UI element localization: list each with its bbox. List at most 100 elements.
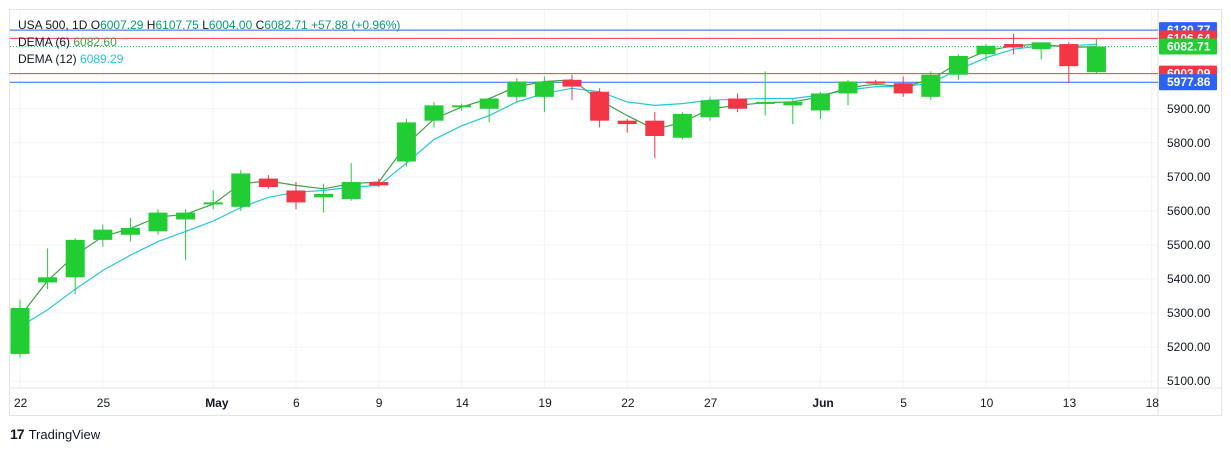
candle-body bbox=[1004, 44, 1024, 48]
dema6-legend[interactable]: DEMA (6) 6082.60 bbox=[18, 35, 117, 49]
candle bbox=[783, 98, 803, 125]
candle bbox=[120, 217, 140, 242]
candle-body bbox=[176, 212, 196, 220]
candle bbox=[866, 79, 886, 85]
candle-body bbox=[148, 212, 168, 232]
candle bbox=[921, 71, 941, 101]
candle-body bbox=[1031, 42, 1051, 50]
candle-body bbox=[893, 83, 913, 94]
candle-body bbox=[258, 178, 278, 188]
candle bbox=[590, 88, 610, 128]
x-tick-label: 9 bbox=[376, 396, 383, 410]
y-tick-label: 5800.00 bbox=[1167, 136, 1211, 150]
candle bbox=[424, 101, 444, 128]
brand-name[interactable]: TradingView bbox=[28, 426, 101, 442]
candle bbox=[396, 118, 416, 167]
dema12-value: 6089.29 bbox=[80, 52, 124, 66]
candle bbox=[1004, 33, 1024, 55]
candle-body bbox=[700, 100, 720, 118]
y-tick-label: 5200.00 bbox=[1167, 340, 1211, 354]
candle-body bbox=[534, 81, 554, 97]
open-value: 6007.29 bbox=[100, 18, 144, 32]
candle-body bbox=[424, 105, 444, 121]
y-tick-label: 5900.00 bbox=[1167, 102, 1211, 116]
candle bbox=[1059, 42, 1079, 84]
candle bbox=[286, 181, 306, 210]
candle bbox=[672, 112, 692, 140]
tradingview-logo-icon[interactable]: 17 bbox=[10, 426, 25, 442]
candle-body bbox=[921, 74, 941, 97]
candle bbox=[893, 76, 913, 97]
high-value: 6107.75 bbox=[155, 18, 199, 32]
dema12-line bbox=[19, 43, 1097, 328]
candle bbox=[231, 170, 251, 211]
candle bbox=[203, 190, 223, 210]
x-tick-label: 22 bbox=[14, 396, 28, 410]
dema12-label: DEMA (12) bbox=[18, 52, 77, 66]
y-tick-label: 5600.00 bbox=[1167, 204, 1211, 218]
candle-body bbox=[672, 113, 692, 138]
dema6-value: 6082.60 bbox=[73, 35, 117, 49]
candle bbox=[10, 299, 30, 358]
candle bbox=[700, 96, 720, 121]
candle bbox=[341, 163, 361, 201]
candle-body bbox=[286, 190, 306, 203]
candle-body bbox=[755, 101, 775, 104]
x-tick-label: May bbox=[205, 396, 229, 410]
candle-body bbox=[396, 122, 416, 162]
dema6-line bbox=[19, 43, 1097, 317]
x-tick-label: 22 bbox=[621, 396, 635, 410]
symbol-label: USA 500, 1D bbox=[18, 18, 88, 32]
candle bbox=[38, 248, 58, 290]
candle bbox=[534, 76, 554, 113]
candle-body bbox=[645, 120, 665, 136]
x-tick-label: 27 bbox=[704, 396, 718, 410]
close-value: 6082.71 bbox=[264, 18, 308, 32]
candle-body bbox=[203, 202, 223, 205]
candle bbox=[617, 118, 637, 133]
candle-body bbox=[10, 307, 30, 354]
x-tick-label: 14 bbox=[456, 396, 470, 410]
candle-body bbox=[976, 45, 996, 55]
candle-body bbox=[562, 79, 582, 87]
candle bbox=[258, 175, 278, 189]
candle-body bbox=[783, 101, 803, 106]
candle bbox=[1031, 42, 1051, 60]
candle bbox=[810, 91, 830, 119]
candle-body bbox=[38, 277, 58, 283]
candle bbox=[314, 183, 334, 213]
y-tick-label: 5300.00 bbox=[1167, 306, 1211, 320]
candle bbox=[948, 54, 968, 80]
candle bbox=[452, 103, 472, 111]
candle bbox=[1086, 38, 1106, 74]
candle-body bbox=[93, 229, 113, 240]
candle-body bbox=[65, 239, 85, 278]
candle-body bbox=[1059, 44, 1079, 67]
candle-body bbox=[810, 93, 830, 111]
candle-body bbox=[590, 91, 610, 121]
candle bbox=[148, 209, 168, 235]
y-tick-label: 5100.00 bbox=[1167, 374, 1211, 388]
x-tick-label: 19 bbox=[538, 396, 552, 410]
dema12-legend[interactable]: DEMA (12) 6089.29 bbox=[18, 52, 123, 66]
candle-body bbox=[479, 98, 499, 109]
price-tag bbox=[1159, 38, 1217, 55]
price-tag-label: 6082.71 bbox=[1167, 40, 1211, 54]
candle bbox=[976, 44, 996, 62]
candle-body bbox=[120, 227, 140, 235]
candle bbox=[728, 93, 748, 113]
candle-body bbox=[948, 55, 968, 75]
candle bbox=[507, 78, 527, 102]
change-value: +57.88 (+0.96%) bbox=[311, 18, 401, 32]
candle-body bbox=[507, 81, 527, 97]
y-tick-label: 5500.00 bbox=[1167, 238, 1211, 252]
y-tick-label: 5700.00 bbox=[1167, 170, 1211, 184]
candle-body bbox=[314, 193, 334, 198]
candle-body bbox=[838, 81, 858, 94]
x-tick-label: 10 bbox=[980, 396, 994, 410]
candle bbox=[562, 74, 582, 101]
candle bbox=[176, 209, 196, 261]
candle bbox=[755, 71, 775, 116]
y-tick-label: 5400.00 bbox=[1167, 272, 1211, 286]
